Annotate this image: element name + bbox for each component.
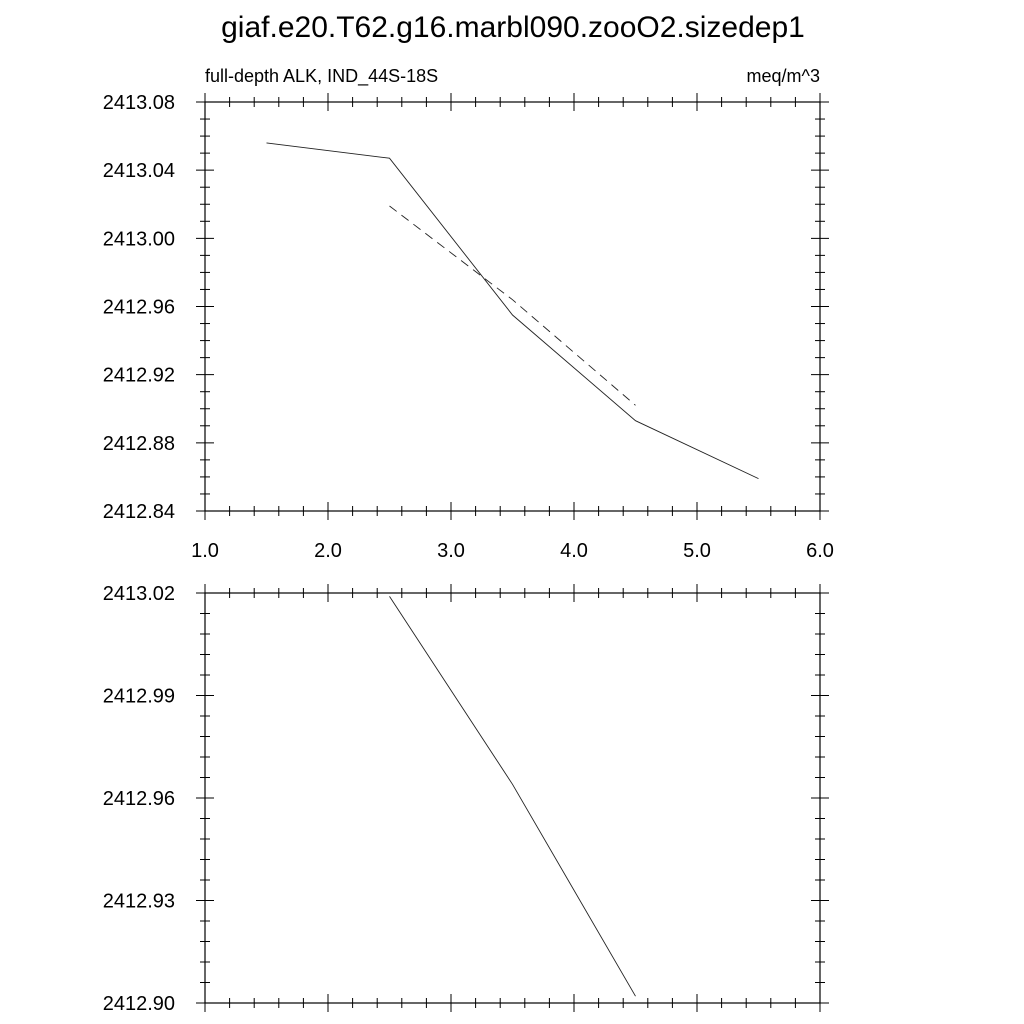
panel-bottom: 2412.90 2412.93 2412.96 2412.99 2413.02 — [103, 583, 829, 1015]
plot-frame — [204, 101, 821, 512]
subtitle-right: meq/m^3 — [747, 66, 820, 86]
y-tick-label: 2412.90 — [103, 993, 175, 1015]
y-tick-label: 2413.08 — [103, 92, 175, 114]
y-tick-label: 2412.96 — [103, 788, 175, 810]
y-tick-label: 2412.88 — [103, 433, 175, 455]
plot-frame — [204, 592, 821, 1004]
series-line-dashed — [389, 205, 636, 406]
x-tick-label: 4.0 — [560, 540, 588, 562]
y-tick-label: 2412.84 — [103, 501, 175, 523]
x-tick-label: 3.0 — [437, 540, 465, 562]
panel-top: full-depth ALK, IND_44S-18S meq/m^3 1.0 2.0… — [103, 66, 834, 562]
x-tick-label: 1.0 — [191, 540, 219, 562]
series-line-solid — [389, 596, 636, 997]
y-tick-label: 2412.92 — [103, 365, 175, 387]
y-tick-label: 2412.93 — [103, 891, 175, 913]
series-line-solid — [266, 142, 759, 480]
y-tick-label: 2412.96 — [103, 297, 175, 319]
subtitle-left: full-depth ALK, IND_44S-18S — [205, 66, 438, 87]
y-tick-label: 2413.04 — [103, 160, 175, 182]
x-tick-label: 6.0 — [806, 540, 834, 562]
y-tick-label: 2412.99 — [103, 686, 175, 708]
x-tick-label: 5.0 — [683, 540, 711, 562]
y-tick-label: 2413.02 — [103, 583, 175, 605]
figure-title: giaf.e20.T62.g16.marbl090.zooO2.sizedep1 — [221, 11, 805, 44]
x-tick-label: 2.0 — [314, 540, 342, 562]
y-tick-label: 2413.00 — [103, 228, 175, 250]
